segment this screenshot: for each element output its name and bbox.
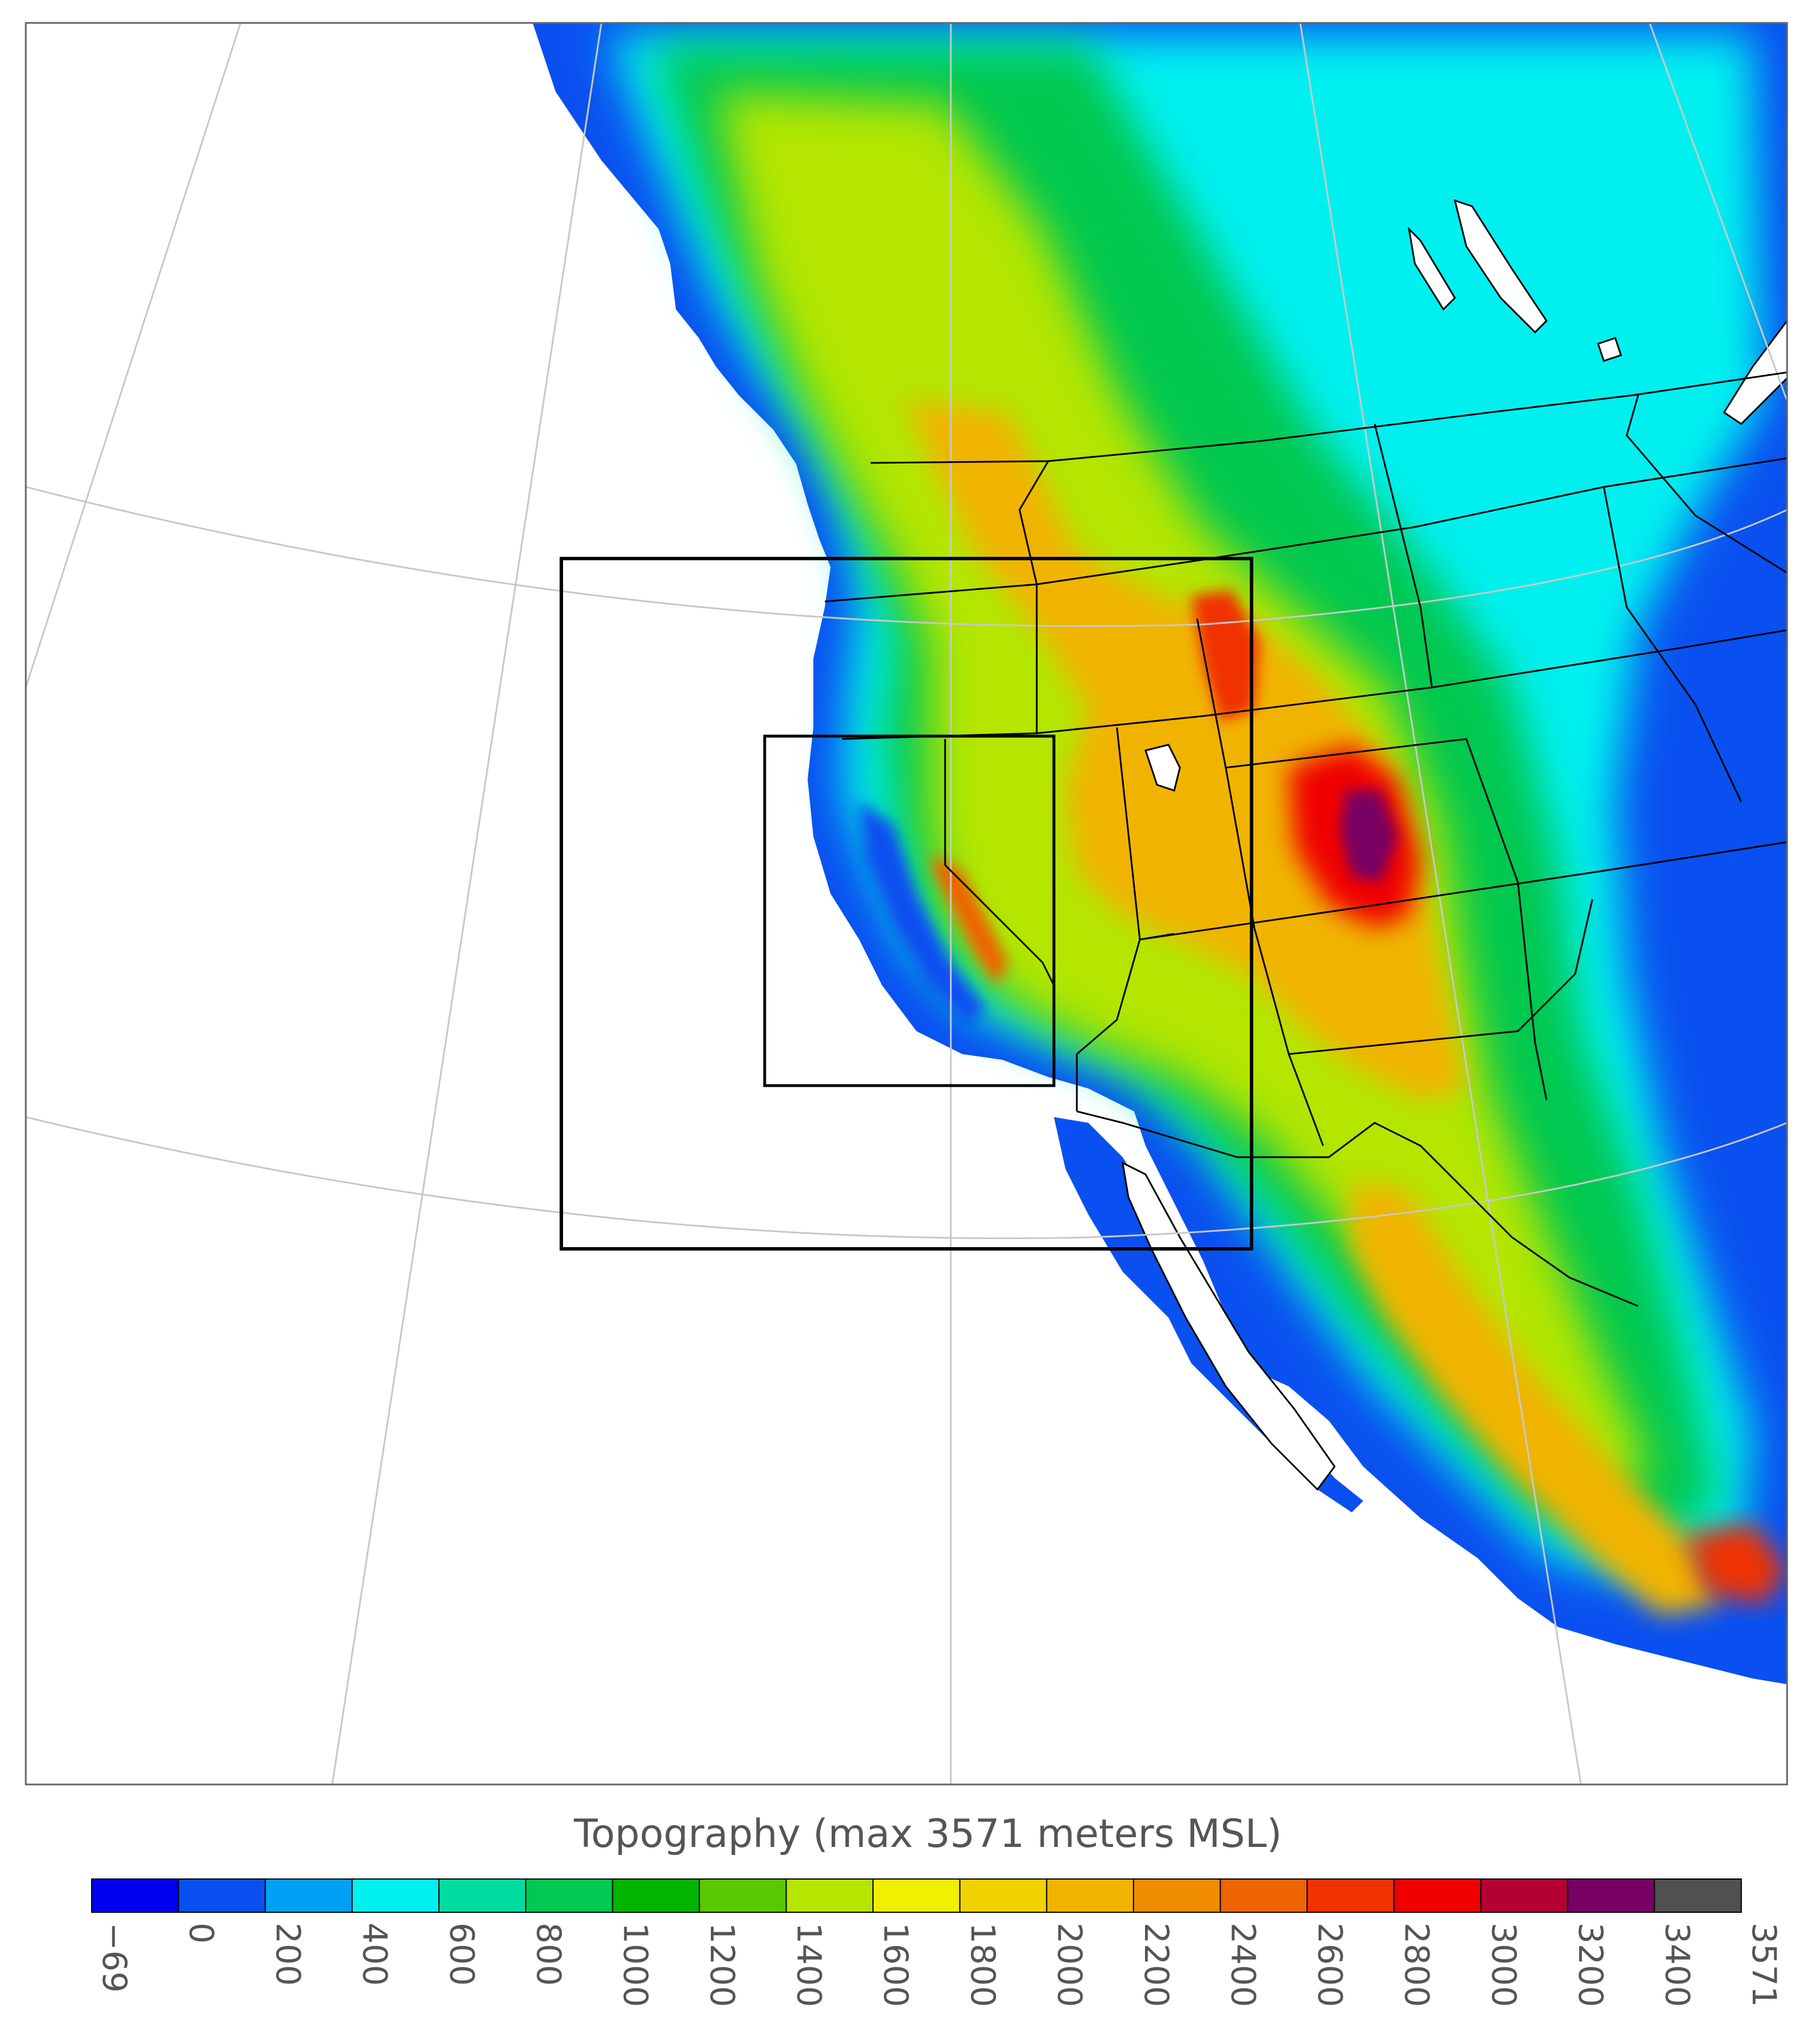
colorbar-tick-label: 0 <box>182 1923 221 1944</box>
political-boundaries <box>824 371 1787 1307</box>
colorbar-tick-label: 800 <box>529 1923 568 1986</box>
state-boundary <box>1288 899 1593 1055</box>
colorbar-tick-label: 1600 <box>876 1923 915 2007</box>
state-boundary <box>1603 486 1742 803</box>
colorbar-swatch <box>1567 1878 1655 1913</box>
state-boundary <box>1139 841 1787 941</box>
land-mass-highlands <box>905 401 1466 1100</box>
colorbar-swatch <box>1132 1878 1221 1913</box>
colorbar-tick-label: 2400 <box>1224 1923 1263 2007</box>
colorbar-tick-label: 200 <box>269 1923 308 1986</box>
colorbar-tick-label: 1000 <box>616 1923 655 2007</box>
inner-domain-box <box>763 734 1056 1087</box>
colorbar-swatch <box>525 1878 613 1913</box>
map-frame <box>25 22 1788 1786</box>
terrain-layer <box>533 23 1787 1684</box>
lake-manitoba <box>1407 226 1456 311</box>
graticule-meridian <box>26 23 242 688</box>
colorbar-swatch <box>1393 1878 1482 1913</box>
colorbar-tick-label: 1200 <box>703 1923 742 2007</box>
colorbar-tick-label: 3571 <box>1745 1923 1784 2007</box>
colorbar-swatch <box>612 1878 701 1913</box>
colorbar-tick-label: 400 <box>356 1923 395 1986</box>
colorbar-tick-label: 3400 <box>1658 1923 1697 2007</box>
colorbar-labels: −69 0 200 400 600 800 1000 1200 1400 1600 1800 2000… <box>95 1923 1784 2007</box>
sierra-nevada-range <box>934 854 1008 985</box>
graticule-meridian <box>1299 23 1582 1784</box>
colorbar-tick-label: 3000 <box>1484 1923 1523 2007</box>
colorbar-swatch <box>872 1878 961 1913</box>
colorbar-swatch <box>178 1878 266 1913</box>
state-boundary <box>1196 618 1324 1146</box>
state-boundary <box>1225 738 1548 1100</box>
state-boundary <box>944 739 1055 986</box>
map-title: Topography (max 3571 meters MSL) <box>573 1811 1282 1857</box>
colorbar-tick-label: 3200 <box>1571 1923 1610 2007</box>
lake-superior-edge <box>1722 319 1787 425</box>
state-boundary <box>1626 395 1787 574</box>
colorbar-swatch <box>91 1878 179 1913</box>
colorbar-tick-label: 2800 <box>1398 1923 1437 2007</box>
colorbar-swatch <box>1480 1878 1568 1913</box>
colorbar-swatch <box>1046 1878 1134 1913</box>
colorbar-swatch <box>699 1878 787 1913</box>
state-boundary <box>1018 461 1049 733</box>
colorbar-tick-label: 600 <box>442 1923 481 1986</box>
colorbar-tick-label: 2000 <box>1050 1923 1089 2007</box>
great-salt-lake <box>1144 744 1181 792</box>
colorbar-swatch <box>1654 1878 1742 1913</box>
domain-boxes <box>560 557 1253 1251</box>
colorbar-swatch <box>959 1878 1048 1913</box>
colorbar-tick-label: 1400 <box>790 1923 829 2007</box>
trans-mexican-volcanic-belt <box>1684 1524 1787 1604</box>
outer-domain-box <box>560 557 1253 1251</box>
colorbar-tick-label: 1800 <box>963 1923 1002 2007</box>
gulf-of-california <box>1122 1161 1336 1491</box>
wind-river-range <box>1191 590 1260 722</box>
us-mexico-border <box>1076 1110 1639 1307</box>
graticule-parallel <box>26 486 1787 627</box>
graticule-meridian <box>1648 23 1787 402</box>
colorbar <box>91 1878 1742 1913</box>
colorado-rockies-peak <box>1340 791 1398 882</box>
central-valley-lowland <box>859 802 985 1025</box>
graticule-lines <box>26 23 1787 1784</box>
lake-winnipeg <box>1453 199 1548 334</box>
lakes-layer <box>1122 199 1787 1491</box>
state-boundary <box>841 629 1787 740</box>
graticule-parallel <box>26 1116 1787 1240</box>
colorbar-swatch <box>438 1878 526 1913</box>
map-panel <box>26 23 1787 1784</box>
mexico-sierra-madre <box>1352 1180 1718 1615</box>
colorbar-swatch <box>265 1878 353 1913</box>
colorbar-swatch <box>351 1878 440 1913</box>
colorbar-swatch <box>785 1878 874 1913</box>
state-boundary <box>1076 939 1141 1111</box>
colorbar-tick-label: −69 <box>95 1923 134 1992</box>
state-boundary <box>824 457 1787 603</box>
colorbar-swatch <box>1307 1878 1395 1913</box>
graticule-meridian <box>331 23 603 1784</box>
colorbar-tick-label: 2600 <box>1311 1923 1349 2007</box>
colorbar-tick-label: 2200 <box>1137 1923 1176 2007</box>
lake-of-the-woods <box>1597 337 1622 362</box>
state-boundary <box>1374 423 1433 688</box>
colorbar-swatch <box>1219 1878 1308 1913</box>
